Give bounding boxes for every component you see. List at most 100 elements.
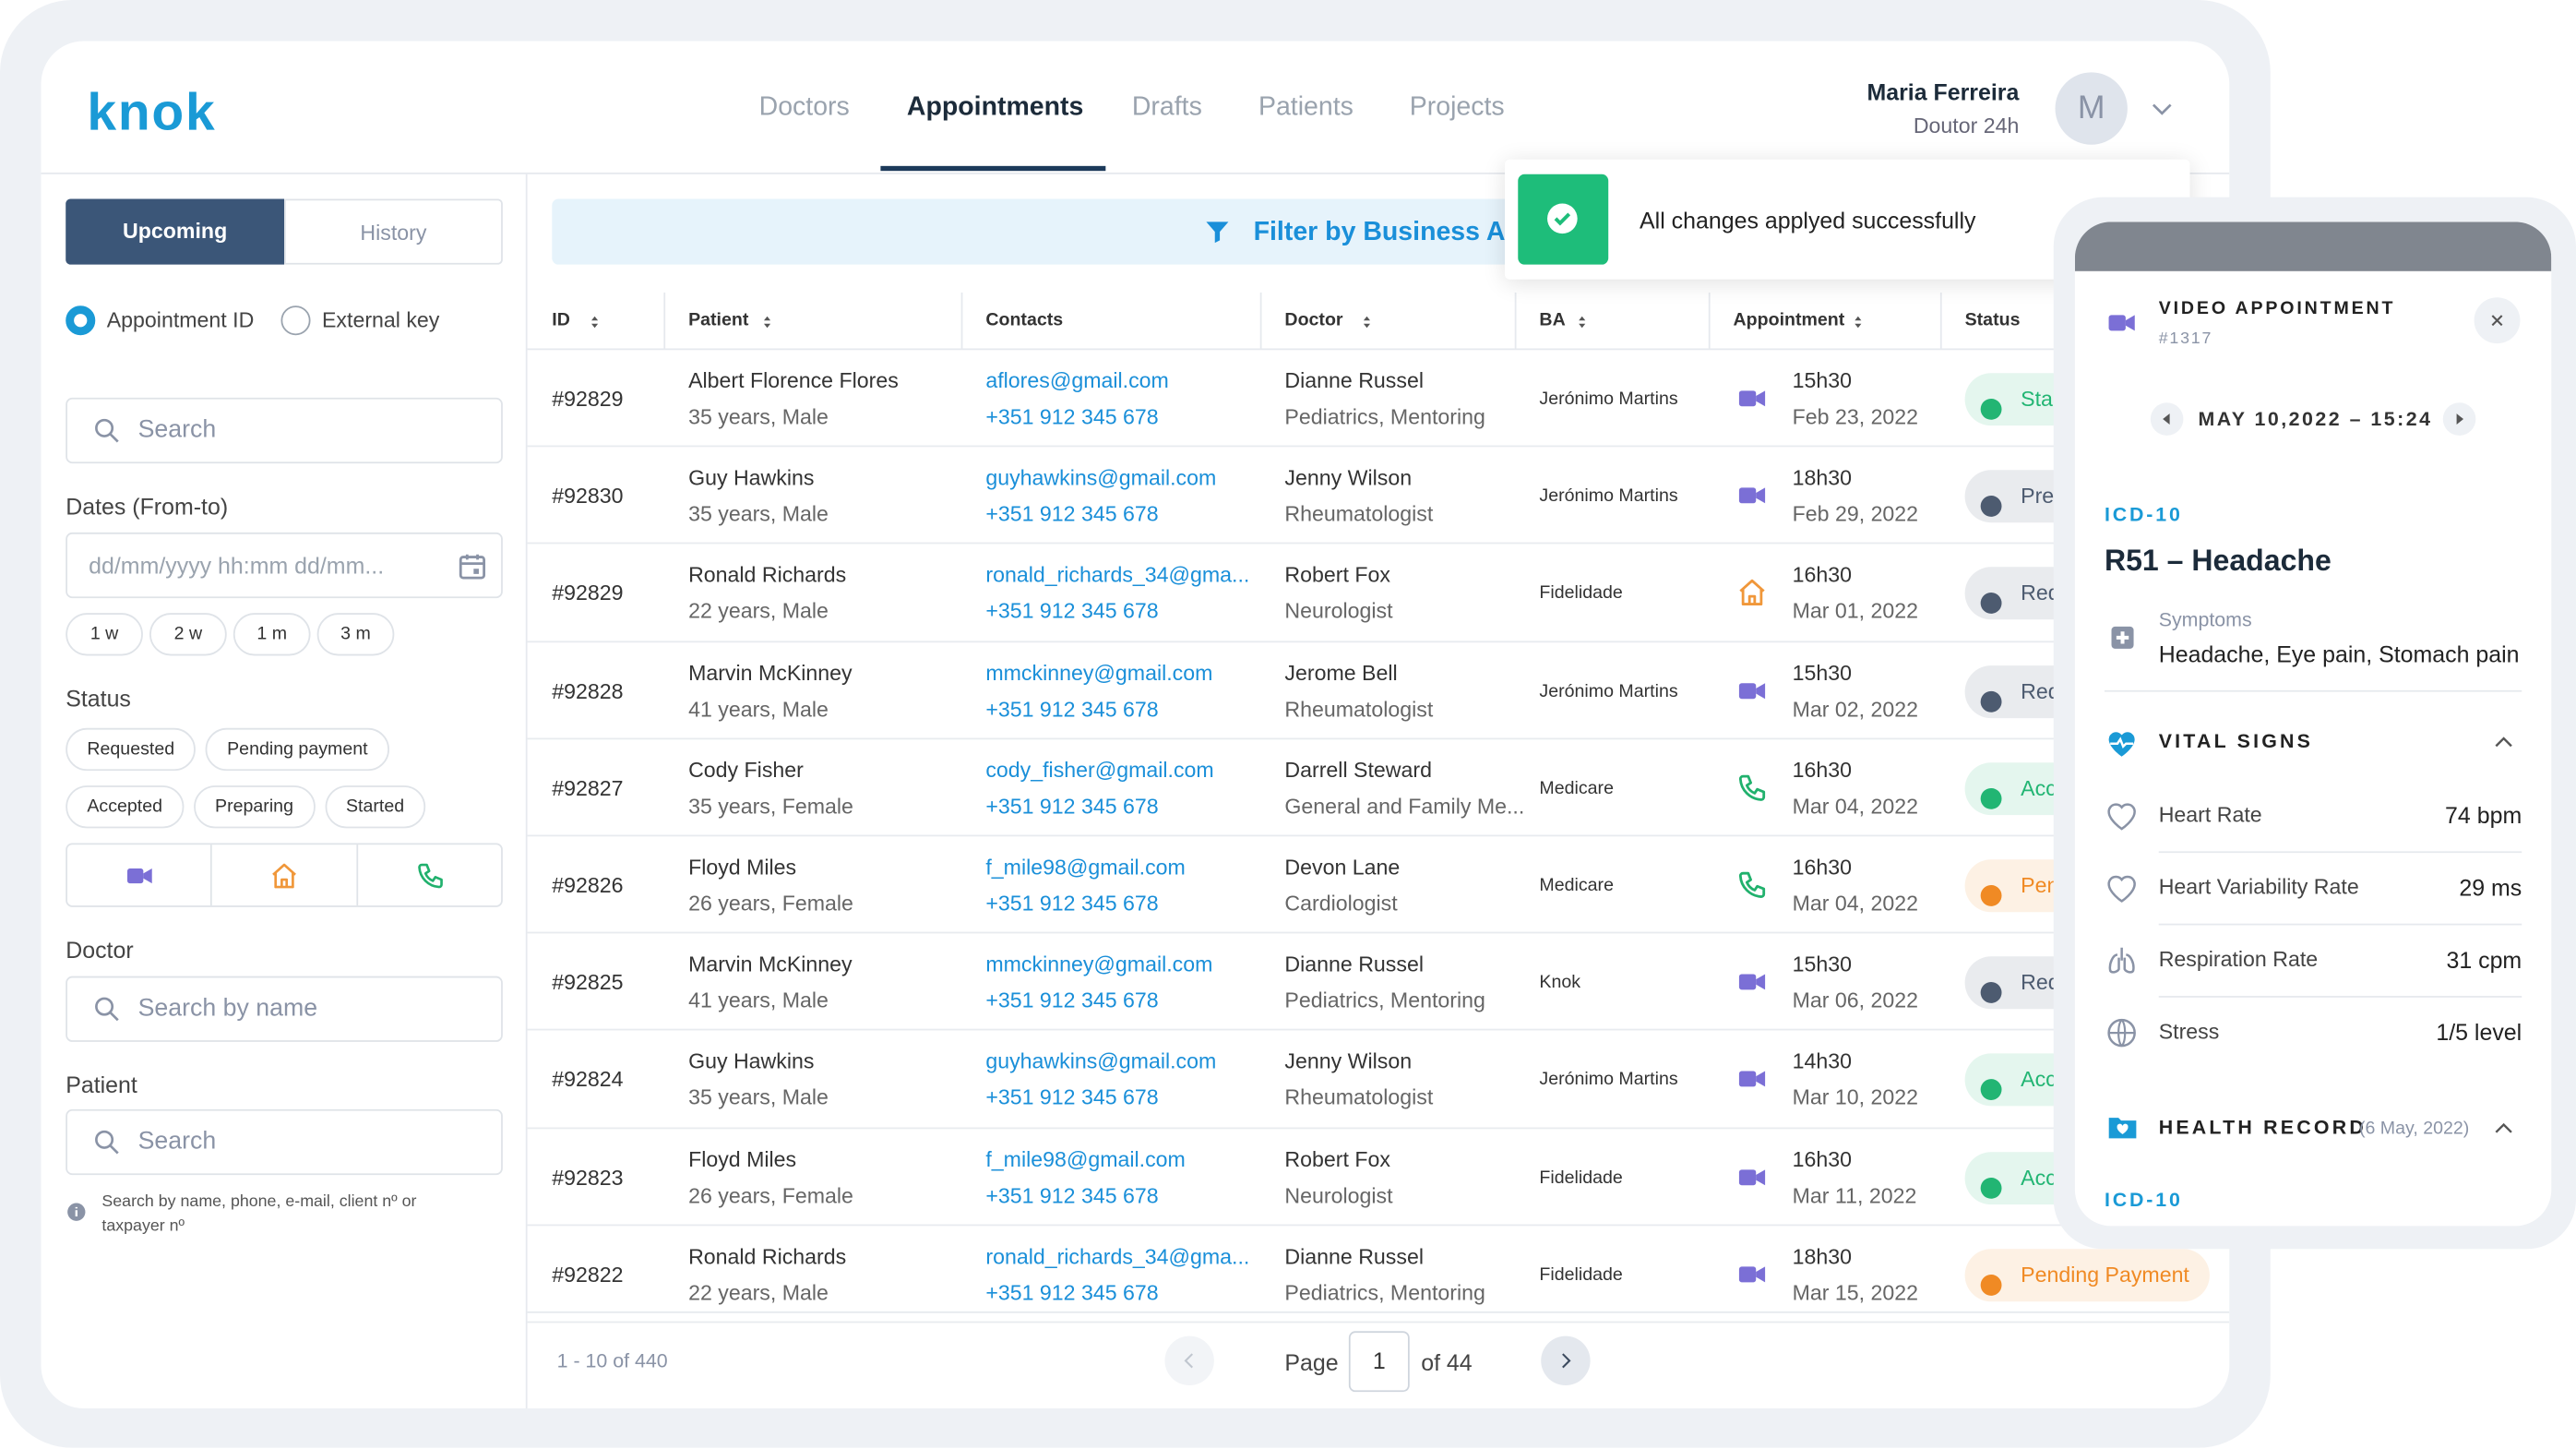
cell-doctor: Darrell Steward bbox=[1284, 756, 1432, 785]
logo: knok bbox=[87, 84, 216, 140]
sort-icon[interactable] bbox=[585, 311, 604, 330]
radio[interactable] bbox=[66, 305, 95, 335]
status-icon bbox=[1980, 388, 2003, 411]
status-chip[interactable]: Requested bbox=[66, 728, 196, 771]
icon-shape bbox=[1756, 390, 1765, 406]
icon-shape bbox=[1981, 593, 2002, 615]
cell-specialty: Pediatrics, Mentoring bbox=[1284, 987, 1485, 1016]
type-button[interactable] bbox=[358, 844, 501, 905]
column-header[interactable]: Contacts bbox=[985, 305, 1063, 335]
toast-message: All changes applyed successfully bbox=[1640, 206, 1975, 235]
nav-item[interactable]: Doctors bbox=[759, 93, 850, 123]
sidebar: UpcomingHistoryAppointment IDExternal ke… bbox=[42, 174, 526, 1408]
column-header[interactable]: Patient bbox=[688, 305, 748, 335]
icon-shape bbox=[1202, 217, 1232, 246]
next-button[interactable] bbox=[1541, 1336, 1590, 1385]
cell-phone: +351 912 345 678 bbox=[985, 402, 1158, 432]
status-chip[interactable]: Preparing bbox=[194, 785, 315, 828]
vital-icon bbox=[2105, 943, 2139, 977]
icon-shape bbox=[1736, 578, 1768, 609]
cell-ba: Jerónimo Martins bbox=[1539, 677, 1677, 706]
collapse[interactable] bbox=[2490, 1116, 2516, 1142]
icon-shape bbox=[1357, 312, 1377, 331]
range-chip[interactable]: 1 w bbox=[66, 613, 143, 655]
icon-shape bbox=[66, 1202, 87, 1223]
table-row[interactable]: #92830Guy Hawkins35 years, Maleguyhawkin… bbox=[528, 448, 2230, 545]
range-chip[interactable]: 3 m bbox=[317, 613, 395, 655]
next-date[interactable] bbox=[2443, 402, 2476, 436]
close-button[interactable] bbox=[2475, 297, 2521, 343]
cell-specialty: Neurologist bbox=[1284, 1181, 1392, 1211]
type-button[interactable] bbox=[67, 844, 212, 905]
nav-item[interactable]: Projects bbox=[1410, 93, 1505, 123]
icon-shape bbox=[585, 312, 604, 331]
sort-icon[interactable] bbox=[1572, 311, 1592, 330]
table-row[interactable]: #92825Marvin McKinney41 years, Malemmcki… bbox=[528, 934, 2230, 1031]
prev-date[interactable] bbox=[2151, 402, 2184, 436]
page-summary: 1 - 10 of 440 bbox=[557, 1346, 668, 1375]
record-date: (6 May, 2022) bbox=[2359, 1114, 2469, 1144]
avatar[interactable]: M bbox=[2056, 72, 2128, 144]
sort-icon[interactable] bbox=[757, 311, 777, 330]
cell-ba: Fidelidade bbox=[1539, 1163, 1622, 1192]
table-row[interactable]: #92824Guy Hawkins35 years, Maleguyhawkin… bbox=[528, 1031, 2230, 1128]
table-row[interactable]: #92829Albert Florence Flores35 years, Ma… bbox=[528, 350, 2230, 447]
icon-shape bbox=[1980, 1274, 2003, 1297]
cell-email: guyhawkins@gmail.com bbox=[985, 1048, 1216, 1077]
table-row[interactable]: #92823Floyd Miles26 years, Femalef_mile9… bbox=[528, 1129, 2230, 1226]
table-row[interactable]: #92829Ronald Richards22 years, Maleronal… bbox=[528, 545, 2230, 641]
column-header[interactable]: Status bbox=[1965, 305, 2021, 335]
type-icon bbox=[125, 861, 154, 891]
cell-id: #92824 bbox=[552, 1066, 623, 1096]
cell-id: #92822 bbox=[552, 1260, 623, 1289]
sort-icon[interactable] bbox=[1848, 311, 1867, 330]
page-input[interactable]: 1 bbox=[1349, 1331, 1410, 1392]
patient-input[interactable]: Search bbox=[66, 1109, 503, 1175]
cell-ba: Medicare bbox=[1539, 871, 1614, 901]
prev-button[interactable] bbox=[1164, 1336, 1213, 1385]
status-chip[interactable]: Pending payment bbox=[206, 728, 389, 771]
icon-shape bbox=[1736, 772, 1768, 804]
nav-item[interactable]: Patients bbox=[1258, 93, 1354, 123]
cell-id: #92829 bbox=[552, 579, 623, 608]
icon-shape bbox=[2108, 623, 2138, 653]
type-button[interactable] bbox=[212, 844, 357, 905]
cell-phone: +351 912 345 678 bbox=[985, 694, 1158, 724]
diagnosis: R51 – Headache bbox=[2105, 543, 2332, 579]
table-row[interactable]: #92826Floyd Miles26 years, Femalef_mile9… bbox=[528, 836, 2230, 933]
tab-active[interactable]: Upcoming bbox=[66, 198, 284, 264]
user-menu[interactable] bbox=[2147, 93, 2176, 123]
cell-time: 15h30 bbox=[1793, 366, 1852, 396]
sort-icon[interactable] bbox=[1357, 311, 1377, 330]
column-header[interactable]: ID bbox=[552, 305, 570, 335]
collapse[interactable] bbox=[2490, 730, 2516, 756]
table-row[interactable]: #92828Marvin McKinney41 years, Malemmcki… bbox=[528, 641, 2230, 738]
icon-shape bbox=[2492, 316, 2501, 325]
table-row[interactable]: #92827Cody Fisher35 years, Femalecody_fi… bbox=[528, 739, 2230, 836]
icon-shape bbox=[1756, 1266, 1765, 1282]
column-header[interactable]: Doctor bbox=[1284, 305, 1342, 335]
cell-phone: +351 912 345 678 bbox=[985, 597, 1158, 627]
table-row[interactable]: #92822Ronald Richards22 years, Maleronal… bbox=[528, 1226, 2230, 1323]
nav-item[interactable]: Appointments bbox=[907, 93, 1083, 123]
table: ID Patient Contacts Doctor BA Appointment Stat… bbox=[528, 293, 2230, 1311]
icon-shape bbox=[2109, 805, 2135, 829]
date-input[interactable]: dd/mm/yyyy hh:mm dd/mm... bbox=[66, 533, 503, 598]
status-chip[interactable]: Accepted bbox=[66, 785, 184, 828]
status-chip[interactable]: Started bbox=[325, 785, 425, 828]
cell-patient-info: 35 years, Male bbox=[688, 402, 829, 432]
icon-shape bbox=[1981, 496, 2002, 517]
radio[interactable] bbox=[280, 305, 310, 335]
icon-shape bbox=[1736, 1161, 1768, 1192]
nav-item[interactable]: Drafts bbox=[1132, 93, 1202, 123]
icon-shape bbox=[96, 420, 112, 436]
search-input[interactable]: Search bbox=[66, 398, 503, 463]
icon-shape bbox=[1739, 1169, 1756, 1185]
cell-patient-info: 35 years, Male bbox=[688, 500, 829, 530]
column-header[interactable]: Appointment bbox=[1734, 305, 1845, 335]
range-chip[interactable]: 1 m bbox=[233, 613, 311, 655]
doctor-input[interactable]: Search by name bbox=[66, 976, 503, 1042]
tab[interactable]: History bbox=[284, 198, 503, 264]
range-chip[interactable]: 2 w bbox=[149, 613, 227, 655]
column-header[interactable]: BA bbox=[1539, 305, 1565, 335]
